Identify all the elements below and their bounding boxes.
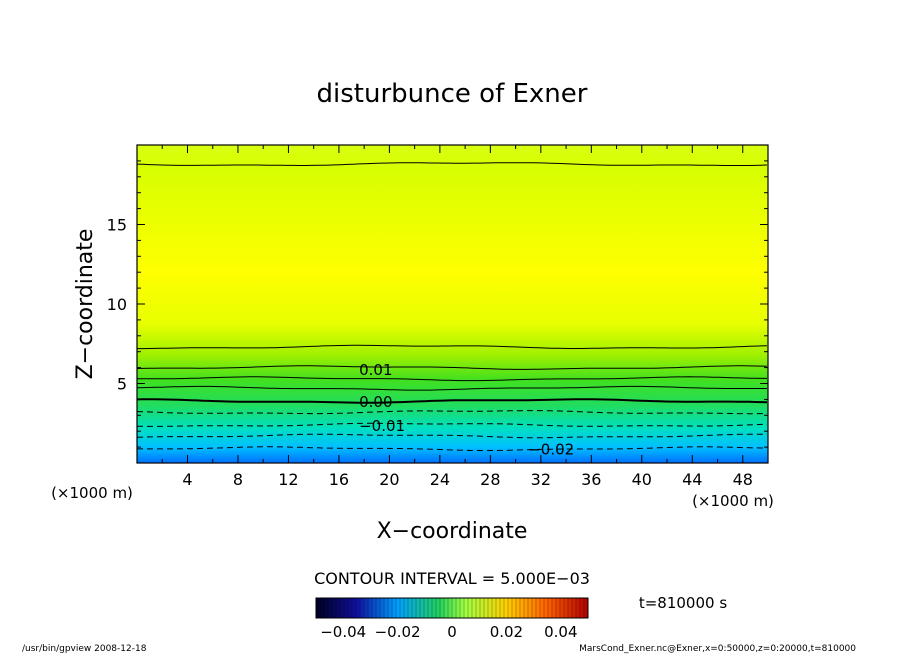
y-tick-label: 10: [107, 295, 127, 314]
contour-label: −0.02: [528, 441, 574, 459]
contour-line: [136, 385, 767, 391]
contour-line: [136, 365, 768, 370]
contour-line: [137, 376, 767, 382]
contour-line: [137, 422, 768, 427]
contour-label: −0.01: [359, 417, 405, 435]
colorbar-tick-labels: −0.04 −0.02 0 0.02 0.04: [320, 623, 577, 641]
contour-label: 0.01: [359, 361, 392, 379]
x-tick-label: 24: [430, 470, 450, 489]
footer-left: /usr/bin/gpview 2008-12-18: [22, 644, 147, 654]
contour-line: [136, 433, 767, 439]
x-tick-label: 36: [581, 470, 601, 489]
contour-line: [136, 162, 768, 166]
contour-line: [136, 410, 768, 415]
x-tick-label: 48: [733, 470, 753, 489]
x-tick-label: 32: [531, 470, 551, 489]
colorbar-tick-label: 0.04: [544, 623, 577, 641]
contour-label: 0.00: [359, 393, 392, 411]
time-stamp: t=810000 s: [639, 594, 727, 612]
x-tick-label: 40: [632, 470, 652, 489]
x-axis-label: X−coordinate: [377, 519, 528, 544]
x-tick-label: 12: [278, 470, 298, 489]
chart-title: disturbunce of Exner: [317, 79, 588, 109]
colorbar-tick-label: 0: [447, 623, 457, 641]
y-tick-label: 5: [117, 375, 127, 394]
footer-right: MarsCond_Exner.nc@Exner,x=0:50000,z=0:20…: [579, 644, 856, 654]
x-axis-unit-left: (×1000 m): [51, 484, 133, 502]
x-tick-label: 20: [379, 470, 399, 489]
contour-interval: CONTOUR INTERVAL = 5.000E−03: [314, 569, 590, 588]
colorbar-tick-label: −0.04: [320, 623, 366, 641]
x-tick-label: 4: [182, 470, 192, 489]
y-axis-ticks: 5 10 15: [107, 160, 768, 448]
colorbar-tick-label: −0.02: [375, 623, 421, 641]
colorbar-gradient: [315, 597, 589, 619]
contour-field: [137, 145, 768, 463]
x-tick-label: 8: [233, 470, 243, 489]
colorbar-stripes: [319, 598, 585, 618]
x-axis-ticks: 4 8 12 16 20 24 28 32 36 40 44 48: [161, 145, 769, 489]
contour-lines: [136, 162, 768, 452]
y-tick-label: 15: [107, 216, 127, 235]
colorbar-tick-label: 0.02: [490, 623, 523, 641]
x-tick-label: 16: [329, 470, 349, 489]
x-tick-label: 28: [480, 470, 500, 489]
x-axis-unit-right: (×1000 m): [692, 492, 774, 510]
x-tick-label: 44: [682, 470, 702, 489]
contour-line: [137, 344, 768, 350]
colorbar: −0.04 −0.02 0 0.02 0.04: [315, 597, 589, 641]
contour-labels: 0.01 0.00 −0.01 −0.02: [359, 361, 574, 459]
y-axis-label: Z−coordinate: [73, 229, 98, 380]
contour-line: [136, 398, 768, 404]
plot-area: 0.010.00−0.01−0.02 4 8 12 16 20 24 28 32 36 40 44 4…: [107, 144, 769, 489]
contour-line: [137, 446, 768, 452]
